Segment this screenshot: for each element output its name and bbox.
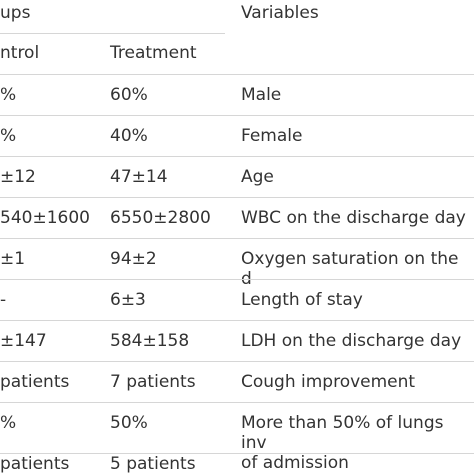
row-rule [0, 320, 474, 321]
control-cell: patients [0, 372, 70, 392]
row-rule [0, 361, 474, 362]
variable-cell: More than 50% of lungs inv of admission [241, 413, 444, 473]
row-rule [0, 279, 474, 280]
control-cell: patients [0, 454, 70, 474]
variable-cell: Male [241, 85, 282, 105]
row-rule [0, 238, 474, 239]
control-cell: % [0, 126, 17, 146]
treatment-cell: 94±2 [110, 249, 157, 269]
variables-header: Variables [241, 3, 319, 23]
variable-cell: Length of stay [241, 290, 363, 310]
variable-cell: Oxygen saturation on the d [241, 249, 459, 289]
control-cell: 540±1600 [0, 208, 90, 228]
treatment-cell: 47±14 [110, 167, 168, 187]
control-cell: % [0, 85, 17, 105]
treatment-cell: 6±3 [110, 290, 146, 310]
treatment-cell: 6550±2800 [110, 208, 211, 228]
control-cell: % [0, 413, 17, 433]
treatment-cell: 584±158 [110, 331, 190, 351]
variable-cell: Female [241, 126, 303, 146]
variable-cell: WBC on the discharge day [241, 208, 466, 228]
row-rule [0, 156, 474, 157]
header-rule [0, 74, 474, 75]
treatment-cell: 60% [110, 85, 148, 105]
variable-cell: Cough improvement [241, 372, 416, 392]
groups-header: ups [0, 3, 31, 23]
control-header: ntrol [0, 43, 40, 63]
control-cell: ±1 [0, 249, 26, 269]
treatment-header: Treatment [110, 43, 197, 63]
variable-cell: Age [241, 167, 274, 187]
treatment-cell: 5 patients [110, 454, 196, 474]
control-cell: - [0, 290, 7, 310]
row-rule [0, 115, 474, 116]
header-rule [0, 33, 225, 34]
control-cell: ±147 [0, 331, 47, 351]
variable-cell: LDH on the discharge day [241, 331, 462, 351]
treatment-cell: 40% [110, 126, 148, 146]
row-rule [0, 197, 474, 198]
treatment-cell: 7 patients [110, 372, 196, 392]
row-rule [0, 453, 474, 454]
treatment-cell: 50% [110, 413, 148, 433]
row-rule [0, 402, 474, 403]
control-cell: ±12 [0, 167, 36, 187]
